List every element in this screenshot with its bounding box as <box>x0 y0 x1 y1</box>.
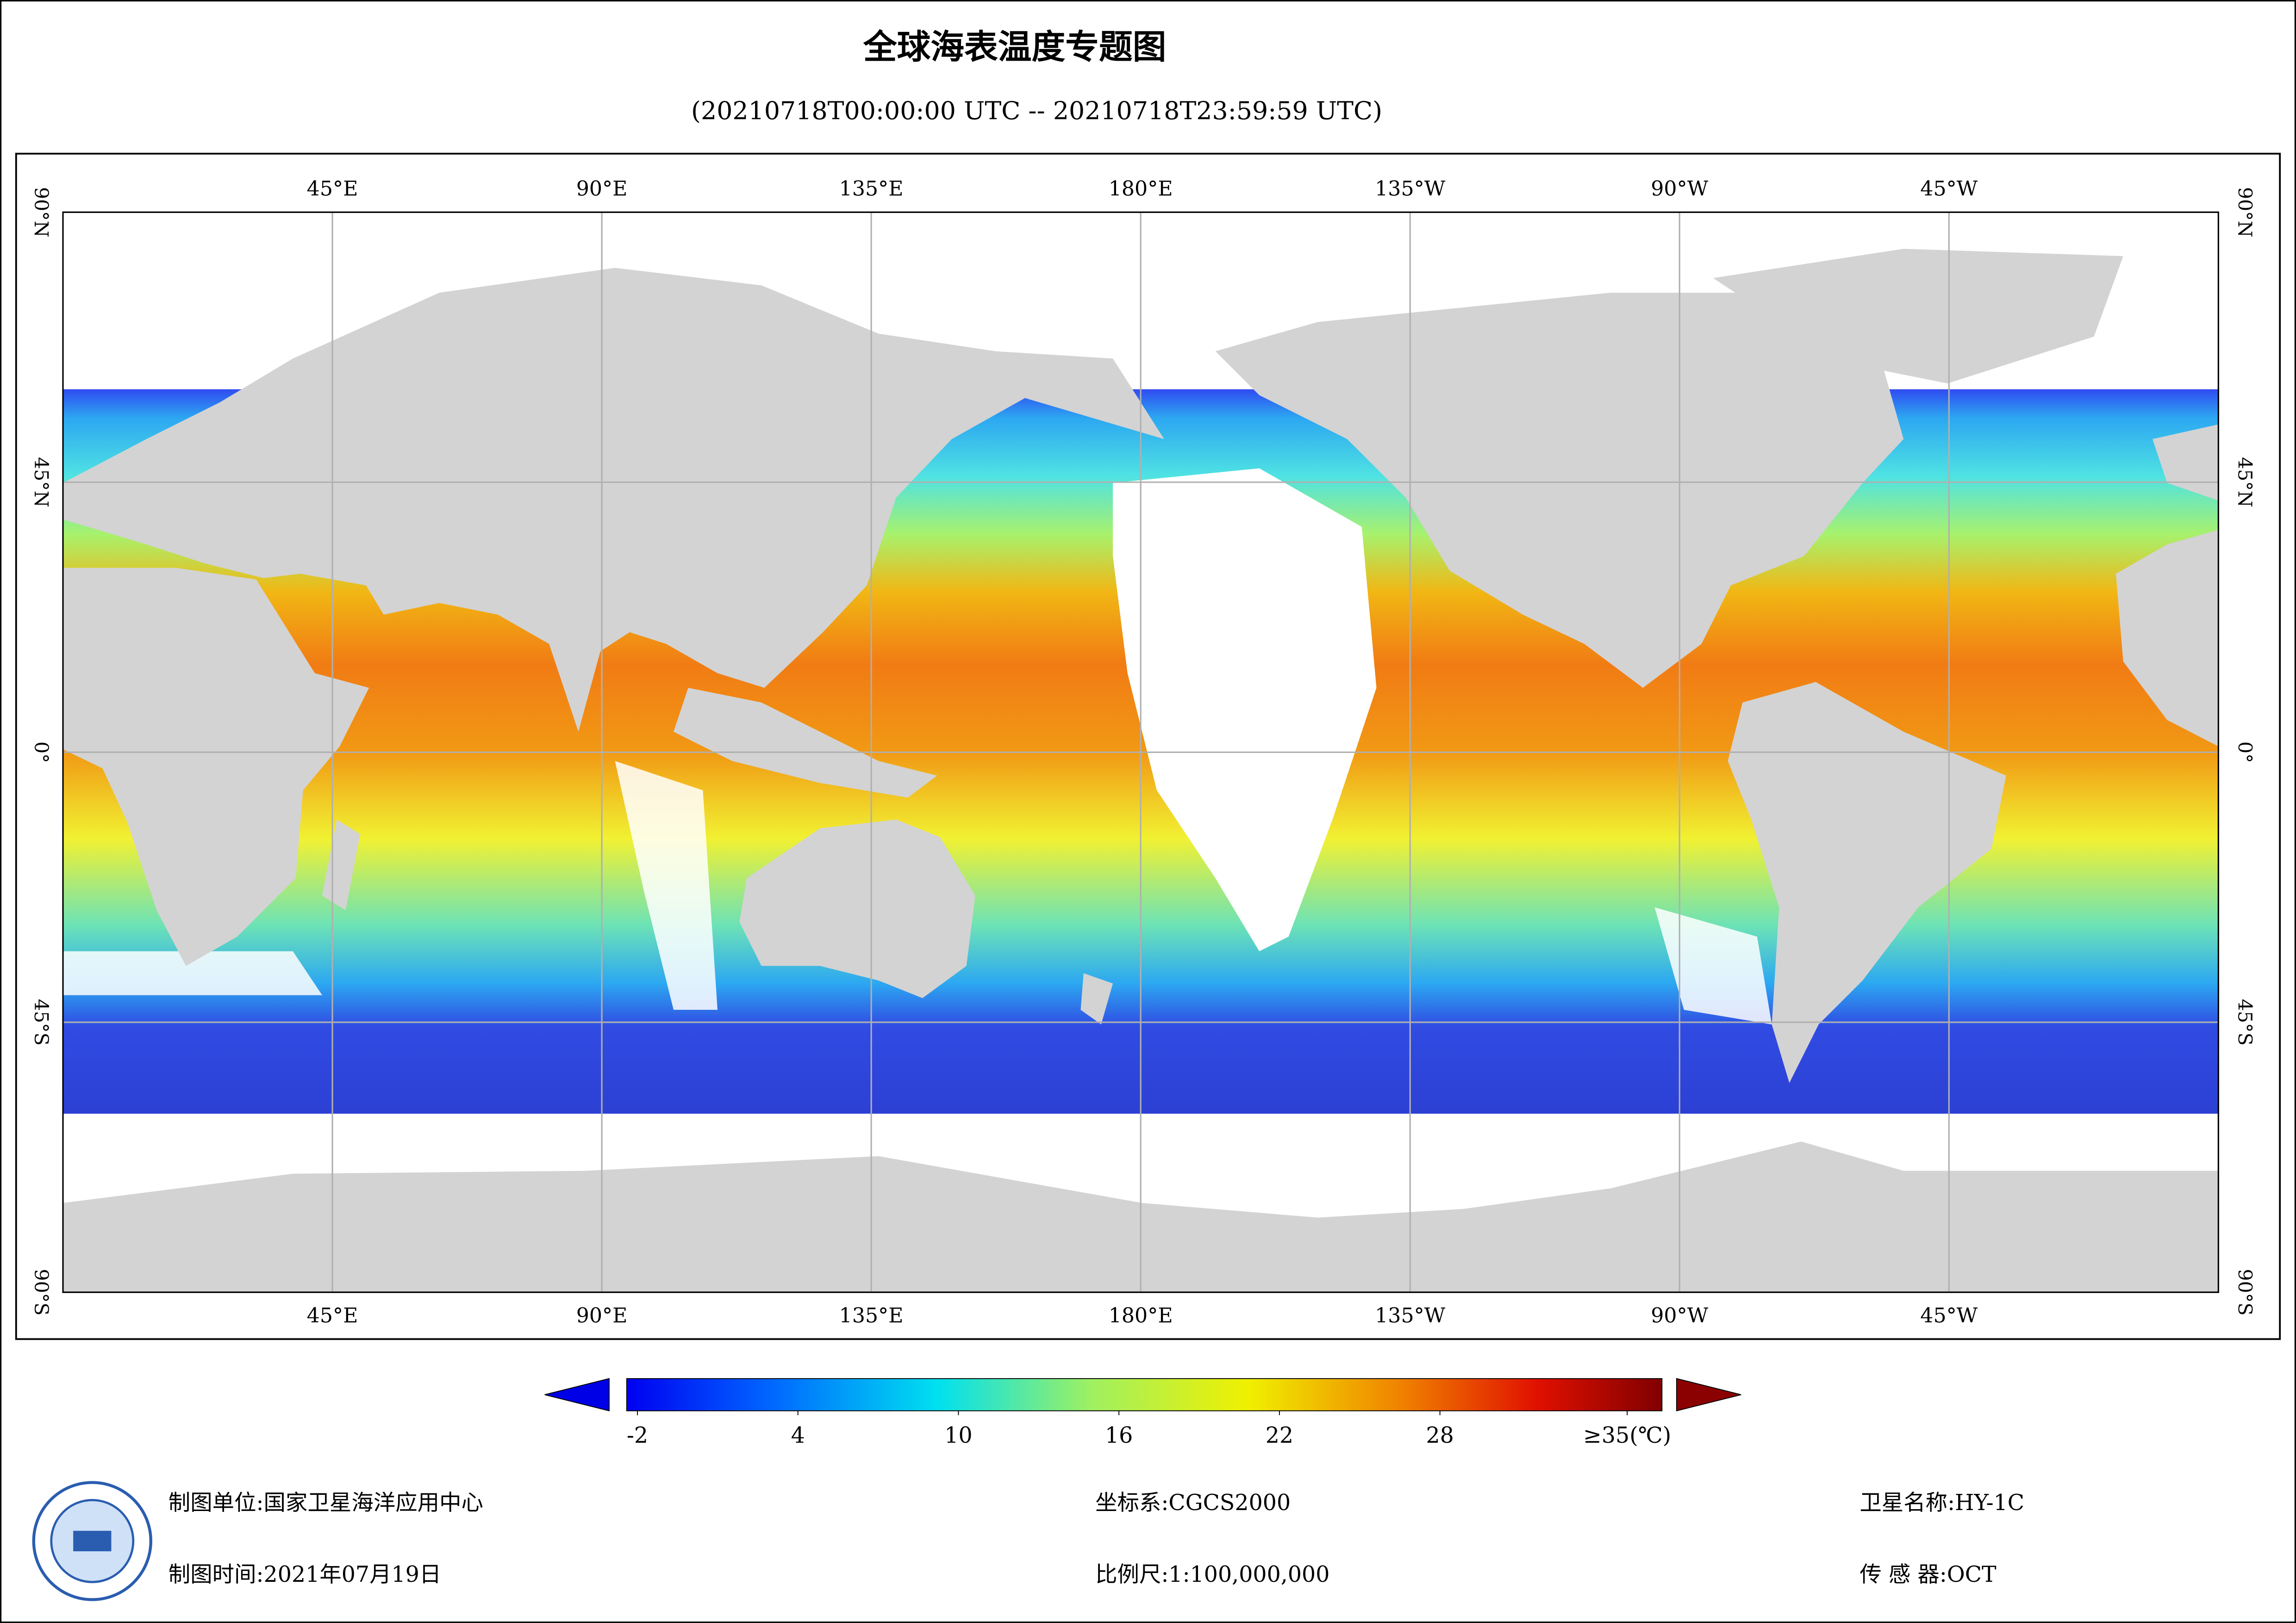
lon-label-top: 180°E <box>1109 177 1173 201</box>
colorbar-tick-label: 10 <box>944 1423 972 1448</box>
footer: 制图单位:国家卫星海洋应用中心 制图时间:2021年07月19日 坐标系:CGC… <box>168 1490 2024 1587</box>
colorbar-tick-label: 16 <box>1105 1423 1133 1448</box>
africa <box>63 567 369 966</box>
lat-label-right: 90°N <box>2234 187 2256 237</box>
north-america <box>1215 292 1904 688</box>
footer-scale: 比例尺:1:100,000,000 <box>1095 1562 1329 1587</box>
lat-label-right: 45°S <box>2234 999 2256 1045</box>
lat-label-right: 90°S <box>2234 1269 2256 1316</box>
colorbar-tick-label: 4 <box>791 1423 805 1448</box>
lon-label-top: 135°E <box>839 177 904 201</box>
lon-label-bottom: 90°W <box>1651 1304 1708 1328</box>
lon-label-top: 135°W <box>1375 177 1446 201</box>
eurasia <box>63 267 1164 732</box>
lat-label-left: 45°N <box>30 457 52 508</box>
footer-crs: 坐标系:CGCS2000 <box>1095 1490 1291 1516</box>
lon-label-bottom: 45°E <box>307 1304 358 1328</box>
australia <box>739 819 975 998</box>
west-africa <box>2115 529 2219 746</box>
colorbar-tick-label: 28 <box>1426 1423 1454 1448</box>
lat-label-right: 45°N <box>2234 457 2256 508</box>
lon-label-bottom: 90°E <box>576 1304 628 1328</box>
lon-label-bottom: 45°W <box>1920 1304 1978 1328</box>
lon-label-bottom: 135°W <box>1375 1304 1446 1328</box>
footer-sensor: 传 感 器:OCT <box>1859 1562 1997 1587</box>
colorbar-low-arrow <box>544 1378 610 1412</box>
footer-satellite: 卫星名称:HY-1C <box>1859 1490 2024 1516</box>
colorbar-tick-label: 22 <box>1266 1423 1293 1448</box>
logo <box>32 1481 152 1601</box>
map-frame <box>62 211 2219 1293</box>
title: 全球海表温度专题图 <box>863 28 1167 67</box>
colorbar-high-arrow <box>1676 1378 1741 1412</box>
map-outer-frame <box>15 153 2281 1340</box>
lat-label-right: 0° <box>2234 741 2256 763</box>
logo-satellite <box>73 1530 112 1552</box>
subtitle: (20210718T00:00:00 UTC -- 20210718T23:59… <box>691 96 1382 125</box>
lat-label-left: 0° <box>30 741 52 763</box>
colorbar-tick-label: ≥35(℃) <box>1583 1423 1671 1448</box>
lat-label-left: 90°N <box>30 187 52 237</box>
lat-label-left: 45°S <box>30 999 52 1045</box>
footer-unit: 制图单位:国家卫星海洋应用中心 <box>168 1490 483 1516</box>
colorbar-ramp <box>626 1378 1663 1412</box>
lon-label-bottom: 135°E <box>839 1304 904 1328</box>
greenland <box>1713 249 2123 384</box>
lon-label-top: 45°W <box>1920 177 1978 201</box>
lon-label-top: 90°E <box>576 177 628 201</box>
south-america <box>1728 682 2006 1083</box>
lon-label-top: 45°E <box>307 177 358 201</box>
lat-label-left: 90°S <box>30 1269 52 1316</box>
no-data-area <box>1113 468 1377 951</box>
lon-label-bottom: 180°E <box>1109 1304 1173 1328</box>
colorbar-tick-label: -2 <box>627 1423 648 1448</box>
lon-label-top: 90°W <box>1651 177 1708 201</box>
footer-time: 制图时间:2021年07月19日 <box>168 1562 442 1587</box>
colorbar: -2 4 10 16 22 28 ≥35(℃) <box>544 1378 1741 1448</box>
